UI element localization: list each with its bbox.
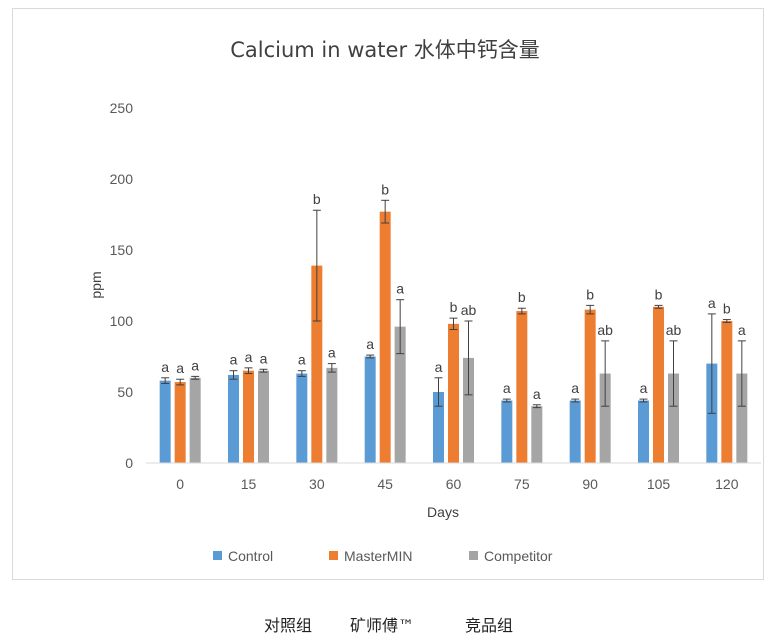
bar xyxy=(394,326,406,463)
bar xyxy=(159,380,171,463)
significance-label: a xyxy=(435,359,443,375)
bar xyxy=(599,373,611,463)
x-tick-label: 0 xyxy=(176,476,184,492)
significance-label: a xyxy=(161,359,169,375)
caption-control: 对照组 xyxy=(264,616,313,635)
y-tick-label: 150 xyxy=(110,242,134,258)
y-axis-label: ppm xyxy=(88,271,104,298)
significance-label: b xyxy=(518,289,526,305)
legend-label: Competitor xyxy=(484,548,553,564)
significance-label: a xyxy=(191,357,199,373)
significance-label: a xyxy=(298,352,306,368)
chart-title: Calcium in water 水体中钙含量 xyxy=(230,38,540,62)
caption-competitor: 竞品组 xyxy=(465,616,514,635)
legend-label: MasterMIN xyxy=(344,548,412,564)
bar xyxy=(638,400,649,463)
bar xyxy=(448,323,459,463)
significance-label: b xyxy=(586,286,594,302)
significance-label: a xyxy=(640,380,648,396)
significance-label: a xyxy=(230,352,238,368)
y-tick-label: 200 xyxy=(110,171,134,187)
bar xyxy=(379,211,391,463)
y-tick-label: 50 xyxy=(117,384,133,400)
significance-label: b xyxy=(313,191,321,207)
caption-mastermin: 矿师傅™ xyxy=(350,616,415,635)
significance-label: a xyxy=(533,386,541,402)
legend-label: Control xyxy=(228,548,273,564)
significance-label: a xyxy=(503,380,511,396)
x-tick-label: 30 xyxy=(309,476,325,492)
bar xyxy=(326,367,338,463)
bar xyxy=(433,392,444,463)
bar xyxy=(228,374,239,463)
significance-label: a xyxy=(396,281,404,297)
bar xyxy=(364,356,376,463)
bar xyxy=(516,311,528,463)
bar xyxy=(296,373,308,463)
bar xyxy=(463,357,474,463)
bar xyxy=(311,265,323,463)
significance-label: a xyxy=(708,295,716,311)
x-tick-label: 105 xyxy=(647,476,671,492)
x-tick-label: 60 xyxy=(446,476,462,492)
x-tick-label: 15 xyxy=(241,476,257,492)
significance-label: ab xyxy=(597,322,613,338)
bar xyxy=(569,400,581,463)
x-tick-label: 90 xyxy=(582,476,598,492)
caption-row: 对照组 矿师傅™ 竞品组 xyxy=(0,612,778,635)
y-tick-label: 0 xyxy=(125,455,133,471)
y-axis: 0 50 100 150 200 250 xyxy=(110,100,134,471)
y-tick-label: 250 xyxy=(110,100,134,116)
significance-label: a xyxy=(260,350,268,366)
significance-label: a xyxy=(328,345,336,361)
x-axis: 0 15 30 45 60 75 90 105 120 xyxy=(176,476,738,492)
x-axis-label: Days xyxy=(427,504,459,520)
x-tick-label: 120 xyxy=(715,476,739,492)
significance-label: a xyxy=(738,322,746,338)
bar xyxy=(258,370,269,463)
significance-label: b xyxy=(723,301,731,317)
significance-label: a xyxy=(176,360,184,376)
legend: Control MasterMIN Competitor xyxy=(213,548,553,564)
significance-label: a xyxy=(245,349,253,365)
bar xyxy=(584,309,596,463)
legend-swatch xyxy=(213,551,222,560)
bar xyxy=(174,382,186,463)
significance-label: ab xyxy=(666,322,682,338)
y-tick-label: 100 xyxy=(110,313,134,329)
significance-label: b xyxy=(381,181,389,197)
x-tick-label: 75 xyxy=(514,476,530,492)
bar xyxy=(501,400,513,463)
bar xyxy=(189,377,201,463)
bar xyxy=(653,306,664,463)
significance-label: a xyxy=(366,336,374,352)
x-tick-label: 45 xyxy=(377,476,393,492)
legend-swatch xyxy=(329,551,338,560)
chart-svg: Calcium in water 水体中钙含量 ppm Days 0 50 100 1… xyxy=(88,38,761,564)
bar xyxy=(736,373,748,463)
chart-area: Calcium in water 水体中钙含量 ppm Days 0 50 100 1… xyxy=(12,8,764,580)
bar xyxy=(243,370,254,463)
legend-swatch xyxy=(469,551,478,560)
significance-label: b xyxy=(655,286,663,302)
bar xyxy=(531,406,543,463)
significance-label: ab xyxy=(461,302,477,318)
bar xyxy=(668,373,679,463)
significance-label: b xyxy=(450,299,458,315)
significance-label: a xyxy=(571,380,579,396)
bar xyxy=(721,321,733,463)
